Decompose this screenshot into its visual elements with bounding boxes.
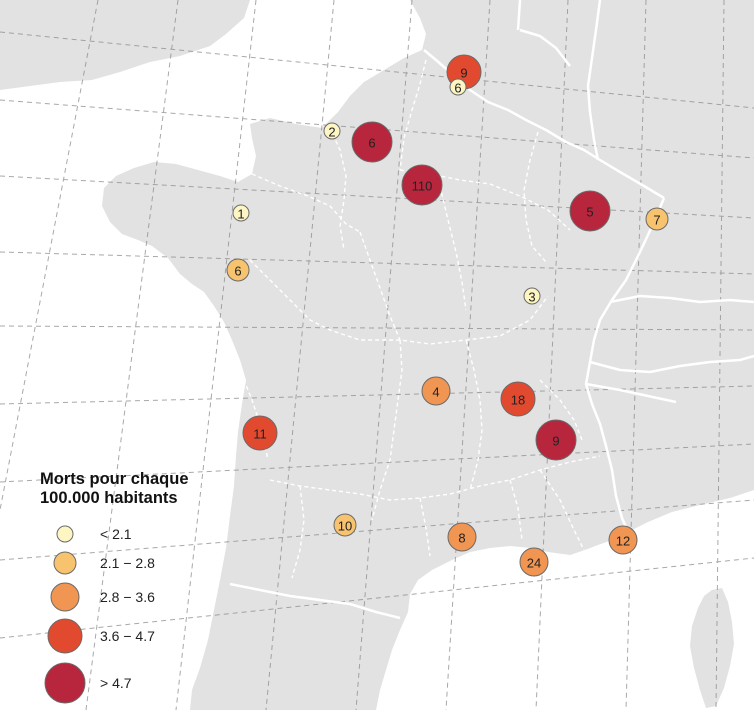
city-marker: 24 (519, 547, 549, 577)
city-marker-circle (608, 525, 638, 555)
legend-label-2-1-2-8: 2.1 − 2.8 (100, 555, 155, 571)
city-marker-label: 10 (338, 519, 352, 534)
national-borders (229, 0, 754, 620)
city-marker: 10 (333, 513, 357, 537)
legend-title: Morts pour chaque 100.000 habitants (40, 470, 189, 508)
city-marker-circle (333, 513, 357, 537)
legend-label-2-8-3-6: 2.8 − 3.6 (100, 589, 155, 605)
city-marker-circle (351, 121, 393, 163)
city-marker-label: 6 (454, 81, 461, 96)
city-marker: 18 (500, 381, 536, 417)
city-marker-label: 4 (432, 385, 439, 400)
city-marker: 6 (351, 121, 393, 163)
city-marker-label: 6 (368, 136, 375, 151)
city-marker-label: 3 (528, 290, 535, 305)
legend-label-gt-4-7: > 4.7 (100, 675, 132, 691)
legend-swatch-2-8-3-6 (50, 582, 80, 612)
city-marker-circle (500, 381, 536, 417)
city-marker: 12 (608, 525, 638, 555)
city-marker: 6 (449, 78, 467, 96)
city-marker-circle (232, 204, 250, 222)
city-marker: 110 (401, 164, 443, 206)
city-marker: 6 (226, 258, 250, 282)
city-marker-label: 6 (234, 264, 241, 279)
legend-title-line-2: 100.000 habitants (40, 489, 178, 507)
city-marker: 7 (645, 207, 669, 231)
city-marker-circle (447, 522, 477, 552)
city-marker: 5 (569, 190, 611, 232)
city-marker-label: 7 (653, 213, 660, 228)
legend-label-3-6-4-7: 3.6 − 4.7 (100, 628, 155, 644)
city-marker: 3 (523, 287, 541, 305)
legend-label-lt-2-1: < 2.1 (100, 526, 132, 542)
city-marker-circle (535, 419, 577, 461)
city-marker: 8 (447, 522, 477, 552)
city-marker-circle (519, 547, 549, 577)
legend-title-line-1: Morts pour chaque (40, 470, 189, 488)
land-continent (102, 0, 754, 710)
city-marker-circle (226, 258, 250, 282)
city-marker-label: 5 (586, 205, 593, 220)
city-marker-label: 1 (237, 207, 244, 222)
city-marker-circle (421, 376, 451, 406)
city-marker-circle (645, 207, 669, 231)
city-marker: 2 (323, 122, 341, 140)
city-marker-label: 9 (552, 434, 559, 449)
city-marker-label: 12 (616, 534, 630, 549)
city-marker-circle (401, 164, 443, 206)
city-marker-circle (323, 122, 341, 140)
city-marker-label: 24 (527, 556, 541, 571)
city-marker-label: 8 (458, 531, 465, 546)
legend-swatch-lt-2-1 (56, 525, 74, 543)
city-marker-circle (523, 287, 541, 305)
legend-swatch-gt-4-7 (44, 662, 86, 704)
city-marker-circle (242, 415, 278, 451)
city-marker-label: 2 (328, 125, 335, 140)
city-marker: 4 (421, 376, 451, 406)
city-marker-label: 18 (511, 393, 525, 408)
city-marker: 11 (242, 415, 278, 451)
city-marker-circle (449, 78, 467, 96)
regional-borders (229, 59, 601, 579)
land-corsica (690, 588, 734, 708)
legend: < 2.1 2.1 − 2.8 2.8 − 3.6 3.6 − 4.7 > 4.… (44, 525, 155, 704)
city-marker: 1 (232, 204, 250, 222)
city-marker-label: 11 (253, 427, 267, 442)
city-marker-label: 9 (460, 66, 467, 81)
land-great-britain (0, 0, 250, 90)
city-marker-circle (569, 190, 611, 232)
legend-swatch-2-1-2-8 (53, 551, 77, 575)
city-marker: 9 (535, 419, 577, 461)
city-marker-label: 110 (412, 179, 433, 194)
legend-swatch-3-6-4-7 (47, 618, 83, 654)
